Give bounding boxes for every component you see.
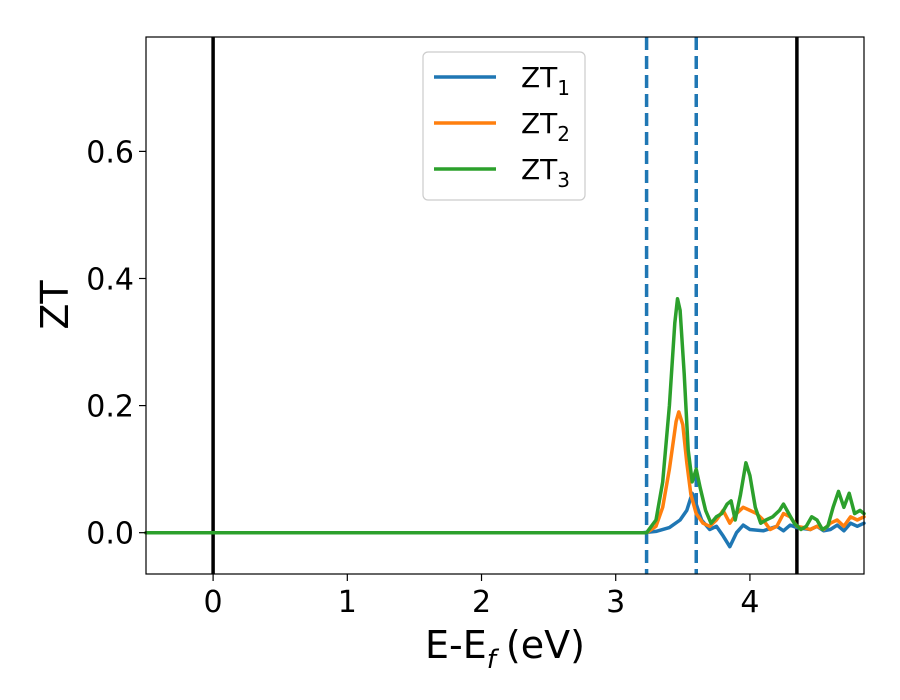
plot-frame: [145, 36, 865, 575]
legend: ZT1 ZT2 ZT3: [422, 51, 586, 201]
y-axis-ticks: 0.0 0.2 0.4 0.6: [86, 135, 146, 552]
legend-label-zt1: ZT1: [521, 61, 570, 100]
x-tick-label: 0: [204, 585, 223, 620]
plot-content: [144, 37, 866, 574]
series-line-zt1: [144, 491, 866, 549]
x-tick-label: 3: [606, 585, 625, 620]
x-tick-label: 2: [472, 585, 491, 620]
y-tick-label: 0.2: [86, 390, 134, 425]
y-tick-label: 0.0: [86, 517, 134, 552]
legend-box: [422, 51, 586, 201]
legend-label-zt2: ZT2: [521, 107, 570, 146]
x-tick-label: 4: [740, 585, 759, 620]
x-tick-label: 1: [338, 585, 357, 620]
x-axis-label: E-Ef (eV): [425, 623, 585, 675]
series-line-zt3: [144, 297, 866, 535]
legend-entries: ZT1 ZT2 ZT3: [434, 61, 570, 192]
y-tick-label: 0.6: [86, 135, 134, 170]
x-axis-ticks: 0 1 2 3 4: [204, 574, 759, 620]
y-axis-label: ZT: [33, 280, 77, 330]
legend-label-zt3: ZT3: [521, 153, 570, 192]
y-tick-label: 0.4: [86, 262, 134, 297]
